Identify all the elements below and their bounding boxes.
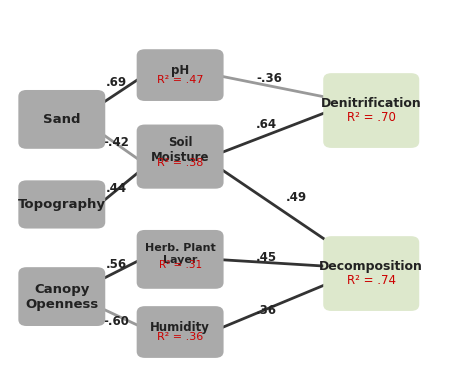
Text: -.60: -.60 <box>103 315 129 328</box>
Text: .36: .36 <box>256 304 277 317</box>
FancyBboxPatch shape <box>137 306 224 358</box>
FancyBboxPatch shape <box>18 267 105 326</box>
Text: Humidity: Humidity <box>150 321 210 334</box>
Text: R² = .31: R² = .31 <box>159 260 201 270</box>
FancyBboxPatch shape <box>137 124 224 188</box>
Text: Topography: Topography <box>18 198 106 211</box>
Text: Denitrification: Denitrification <box>321 97 421 110</box>
FancyBboxPatch shape <box>137 230 224 289</box>
Text: R² = .74: R² = .74 <box>347 274 396 288</box>
Text: Sand: Sand <box>43 113 81 126</box>
Text: pH: pH <box>171 64 189 77</box>
Text: R² = .70: R² = .70 <box>347 112 396 124</box>
Text: Herb. Plant
Layer: Herb. Plant Layer <box>145 243 216 265</box>
Text: Decomposition: Decomposition <box>319 260 423 273</box>
Text: .45: .45 <box>256 251 277 264</box>
Text: -.42: -.42 <box>103 136 129 149</box>
Text: R² = .36: R² = .36 <box>157 332 203 342</box>
FancyBboxPatch shape <box>137 49 224 101</box>
Text: Soil
Moisture: Soil Moisture <box>151 136 210 164</box>
Text: Canopy
Openness: Canopy Openness <box>25 283 99 311</box>
FancyBboxPatch shape <box>18 180 105 228</box>
Text: .64: .64 <box>256 118 277 131</box>
Text: .56: .56 <box>106 258 127 271</box>
Text: .69: .69 <box>106 76 127 89</box>
Text: .49: .49 <box>286 191 307 204</box>
FancyBboxPatch shape <box>323 73 419 148</box>
Text: R² = .47: R² = .47 <box>157 75 203 85</box>
Text: -.36: -.36 <box>256 72 282 85</box>
Text: R² = .38: R² = .38 <box>157 158 203 168</box>
Text: .44: .44 <box>106 182 127 195</box>
FancyBboxPatch shape <box>18 90 105 149</box>
FancyBboxPatch shape <box>323 236 419 311</box>
